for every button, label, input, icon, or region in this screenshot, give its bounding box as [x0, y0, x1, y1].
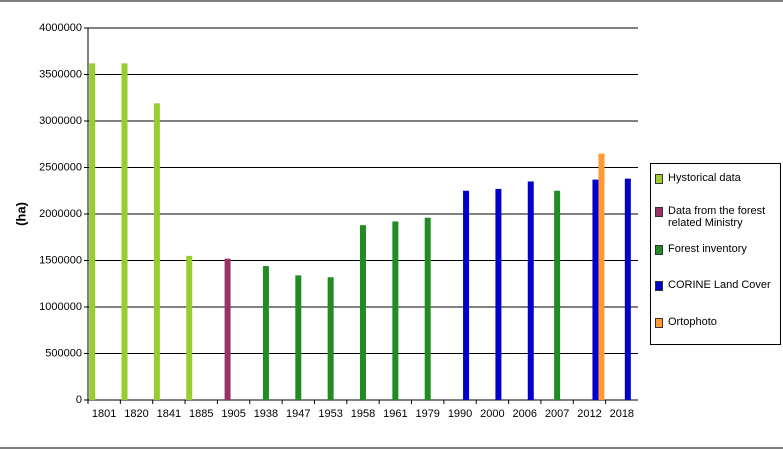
- bar: [592, 179, 599, 400]
- x-tick-label: 1885: [189, 408, 213, 420]
- legend-swatch: [655, 174, 663, 184]
- x-tick-label: 1958: [351, 408, 375, 420]
- x-tick-label: 1953: [318, 408, 342, 420]
- bar: [121, 63, 128, 401]
- bar: [153, 103, 160, 400]
- y-tick-label: 2000000: [39, 208, 82, 220]
- bar: [327, 277, 334, 400]
- bar: [360, 225, 366, 400]
- legend-swatch: [655, 281, 663, 291]
- bar: [89, 63, 96, 401]
- y-tick-label: 500000: [45, 347, 82, 359]
- y-tick-label: 3500000: [39, 68, 82, 80]
- bar: [295, 275, 302, 400]
- x-tick-label: 1905: [221, 408, 245, 420]
- y-tick-label: 1500000: [39, 254, 82, 266]
- bar: [463, 190, 470, 400]
- legend-item: CORINE Land Cover: [655, 279, 779, 291]
- legend-item: Forest inventory: [655, 243, 779, 255]
- legend-swatch: [655, 245, 663, 255]
- bar: [624, 178, 631, 400]
- bar: [495, 188, 502, 400]
- y-tick-label: 3000000: [39, 115, 82, 127]
- legend-swatch: [655, 207, 663, 217]
- bar: [224, 258, 231, 400]
- legend-label: Ortophoto: [668, 316, 717, 328]
- bar: [186, 255, 193, 400]
- x-tick-label: 2018: [610, 408, 634, 420]
- legend-item: Hystorical data: [655, 172, 779, 184]
- bar: [424, 217, 431, 400]
- legend-label: Forest inventory: [668, 243, 747, 255]
- x-tick-label: 2012: [577, 408, 601, 420]
- y-tick-label: 1000000: [39, 301, 82, 313]
- y-tick-label: 2500000: [39, 161, 82, 173]
- bar: [527, 181, 534, 400]
- y-tick-label: 0: [76, 394, 82, 406]
- legend-label: CORINE Land Cover: [668, 279, 771, 291]
- x-tick-label: 1841: [157, 408, 181, 420]
- legend-item: Ortophoto: [655, 316, 779, 328]
- x-tick-label: 1979: [415, 408, 439, 420]
- x-tick-label: 1961: [383, 408, 407, 420]
- x-tick-label: 1801: [92, 408, 116, 420]
- x-tick-label: 1990: [448, 408, 472, 420]
- x-tick-label: 1947: [286, 408, 310, 420]
- legend-label: Hystorical data: [668, 172, 741, 184]
- bar: [554, 190, 561, 400]
- x-tick-label: 1938: [254, 408, 278, 420]
- bar: [262, 266, 269, 400]
- legend-item: Data from the forest related Ministry: [655, 205, 779, 229]
- x-tick-label: 2006: [513, 408, 537, 420]
- bar: [598, 153, 605, 400]
- x-tick-label: 2007: [545, 408, 569, 420]
- legend-swatch: [655, 318, 663, 328]
- legend-label: Data from the forest related Ministry: [668, 205, 766, 229]
- y-tick-label: 4000000: [39, 22, 82, 34]
- x-tick-label: 1820: [124, 408, 148, 420]
- legend: Hystorical data Data from the forest rela…: [650, 163, 781, 345]
- y-axis-label: (ha): [13, 202, 28, 226]
- x-tick-label: 2000: [480, 408, 504, 420]
- bar: [392, 221, 399, 400]
